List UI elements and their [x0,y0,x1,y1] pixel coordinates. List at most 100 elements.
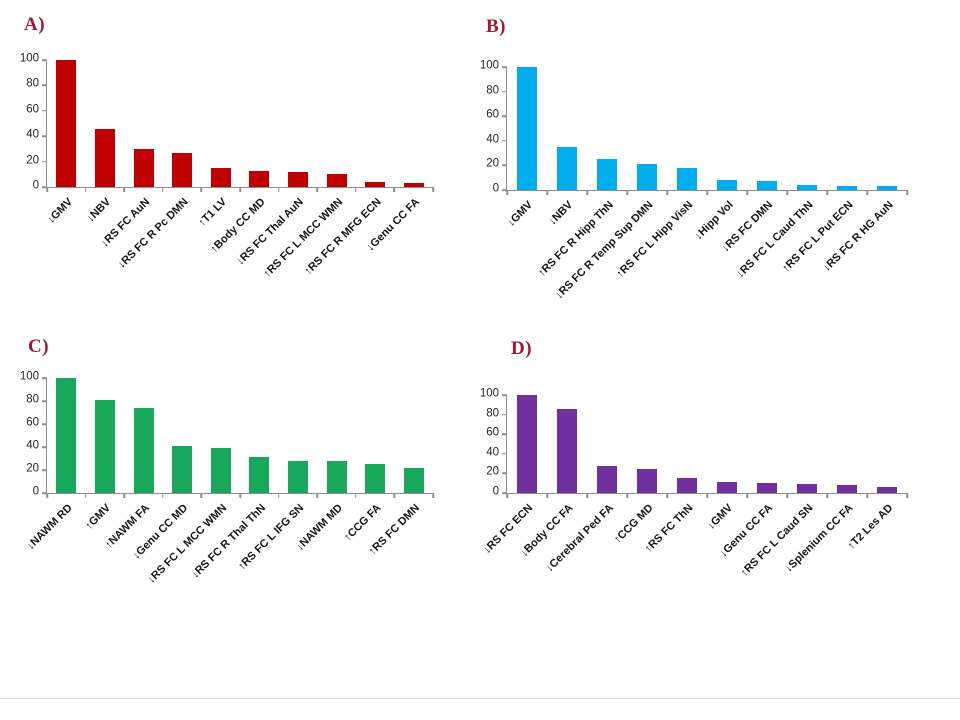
bar [249,457,270,493]
x-axis-tick-mark [239,187,241,192]
x-axis-tick-mark [84,493,87,498]
x-axis-category-label: ↓NAWM RD [24,502,75,553]
y-axis-tick-label: 80 [486,84,499,97]
x-axis-tick-mark [46,493,48,498]
bar [517,67,537,190]
y-axis-tick-label: 40 [486,446,499,459]
x-axis-tick-mark [546,493,548,498]
y-axis-tick-mark [42,377,47,379]
x-axis-tick-mark [506,190,508,195]
x-axis-category-label: ↓RS FC R Pc DMN [115,196,191,272]
x-axis-tick-mark [355,187,357,192]
x-axis-tick-mark [123,493,125,498]
y-axis-tick-label: 0 [32,485,39,498]
x-axis-tick-mark [866,493,868,498]
chart-panel-a: A) 0 20 40 60 80 100 ↓GMV ↓NBV ↓RS FC AuN ↓RS FC … [18,12,468,327]
bar [326,174,347,187]
y-axis-tick-label: 40 [486,133,499,146]
plot-area-d: 0 20 40 60 80 100 ↓RS FC ECN ↓Body CC FA ↓Cerebr… [480,388,908,579]
panel-label-d: D) [511,338,533,359]
canvas-bottom-border [0,698,960,699]
x-axis-category-label: ↑RS FC L Put ECN [779,199,856,275]
x-axis-tick-mark [506,493,508,498]
bar [597,465,617,493]
bar [517,395,537,493]
y-axis-tick-mark [42,400,47,402]
y-axis-tick-mark [502,433,507,435]
y-axis-tick-label: 100 [19,52,39,65]
bar [837,485,857,493]
x-axis-tick-mark [706,190,708,195]
bar [677,167,697,190]
y-axis-tick-mark [502,413,507,416]
y-axis-tick-label: 60 [26,416,39,429]
y-axis-tick-mark [502,66,507,68]
y-axis-tick-label: 60 [486,108,499,121]
x-axis-tick-mark [162,187,164,192]
x-axis-category-label: ↓RS FC L Caud ThN [734,199,816,281]
x-axis-tick-mark [786,190,788,195]
y-axis-tick-label: 0 [492,485,499,498]
y-axis-tick-label: 40 [26,439,39,452]
y-axis-tick-label: 20 [26,462,39,475]
y-axis-tick-mark [502,394,507,396]
x-axis-category-label: ↑RS FC L Hipp VisN [614,199,696,281]
x-axis-tick-mark [393,187,396,192]
plot-area-c: 0 20 40 60 80 100 ↓NAWM RD ↑GMV ↑NAWM FA ↓Genu CC… [20,371,434,586]
y-axis-tick-label: 0 [492,182,499,195]
bar [637,164,657,190]
bar [717,180,737,190]
x-axis-tick-mark [162,493,164,498]
bar [287,171,308,187]
y-axis-tick-mark [42,135,47,137]
chart-panel-b: B) 0 20 40 60 80 100 ↓GMV ↓NBV ↑RS FC R Hipp ThN… [478,12,950,327]
x-axis-tick-mark [84,187,87,192]
x-axis-tick-mark [546,190,548,195]
y-axis-tick-mark [42,423,47,425]
x-axis-tick-mark [666,190,668,195]
y-axis-tick-mark [42,84,47,87]
y-axis-tick-label: 80 [26,78,39,91]
x-axis-category-label: ↓Cerebral Ped FA [543,502,616,575]
y-axis-tick-label: 100 [479,387,499,400]
x-axis-tick-mark [626,190,628,195]
chart-panel-d: D) 0 20 40 60 80 100 ↓RS FC ECN ↓Body CC FA ↓Cer… [478,332,950,662]
plot-area-b: 0 20 40 60 80 100 ↓GMV ↓NBV ↑RS FC R Hipp ThN ↓RS… [480,60,908,302]
x-axis-tick-mark [393,493,396,498]
bar [557,146,577,190]
bar [133,148,154,187]
x-axis-tick-mark [432,187,434,192]
y-axis-tick-mark [502,115,507,117]
x-axis-category-label: ↑T1 LV [196,196,230,229]
y-axis-tick-mark [42,469,47,471]
y-axis-tick-mark [502,189,507,191]
y-axis-tick-label: 80 [26,393,39,406]
bar [94,399,115,493]
bar [837,185,857,190]
bar [326,460,347,493]
y-axis-tick-label: 80 [486,407,499,420]
x-axis-category-label: ↓RS FC R HG AuN [820,199,896,275]
y-axis-tick-mark [502,472,507,475]
bar [172,152,193,187]
x-axis-tick-mark [906,190,908,195]
x-axis-tick-mark [277,493,280,498]
y-axis-tick-mark [502,164,507,167]
x-axis-tick-mark [906,493,908,498]
y-axis-tick-mark [42,186,47,188]
bar [677,478,697,493]
chart-panel-c: C) 0 20 40 60 80 100 ↓NAWM RD ↑GMV ↑NAWM FA ↓Genu… [18,332,468,662]
x-axis-tick-mark [432,493,434,498]
bar [797,185,817,190]
x-axis-tick-mark [586,190,588,195]
bar [757,181,777,190]
y-axis-tick-mark [502,492,507,494]
bar [133,407,154,493]
x-axis-tick-mark [355,493,357,498]
x-axis-tick-mark [200,493,203,498]
bar [757,483,777,493]
x-axis-tick-mark [316,493,318,498]
x-axis-tick-mark [626,493,628,498]
bar [210,448,231,493]
